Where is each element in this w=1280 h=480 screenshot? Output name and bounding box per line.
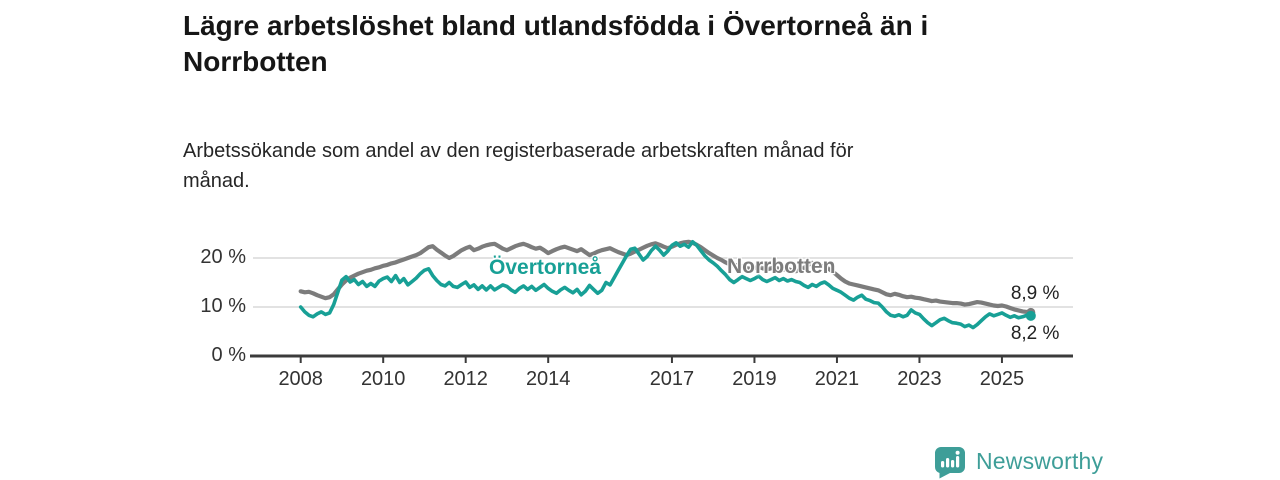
y-tick-label: 20 % [200,246,246,268]
series-line-norrbotten [298,239,1033,315]
x-tick-label: 2010 [360,368,406,390]
x-tick-label: 2017 [649,368,695,390]
series-end-label-norrbotten: 8,9 % [1010,283,1060,305]
x-tick-label: 2021 [814,368,860,390]
y-tick-label: 10 % [200,295,246,317]
series-line-övertorneå [298,240,1033,330]
x-tick-label: 2023 [897,368,942,390]
chart-subtitle: Arbetssökande som andel av den registerb… [183,140,854,192]
series-label-övertorneå: Övertorneå [489,256,602,279]
chart-title: Lägre arbetslöshet bland utlandsfödda i … [183,10,929,78]
series-label-norrbotten: Norrbotten [727,255,836,278]
x-tick-label: 2025 [979,368,1025,390]
x-tick-label: 2014 [525,368,571,390]
x-tick-label: 2012 [443,368,488,390]
newsworthy-logo: Newsworthy [933,444,1103,479]
x-tick-label: 2019 [732,368,777,390]
newsworthy-wordmark: Newsworthy [976,448,1104,474]
series-end-dot-övertorneå [1025,310,1036,321]
series-end-label-övertorneå: 8,2 % [1010,322,1060,344]
y-tick-label: 0 % [211,344,246,366]
bar-chart-speech-bubble-icon [934,447,965,479]
x-tick-label: 2008 [278,368,323,390]
